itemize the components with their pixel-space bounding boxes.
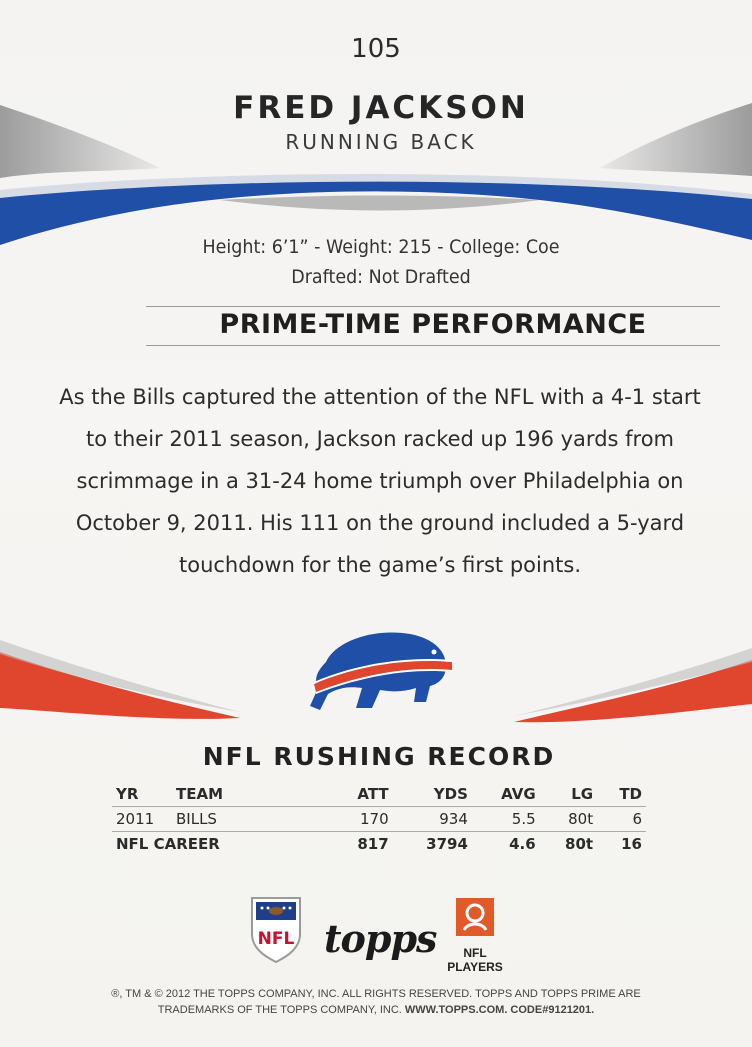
nfl-players-text: NFL PLAYERS [447,946,503,974]
cell-yds: 3794 [426,835,468,853]
silver-wing-right [600,103,752,176]
card-number: 105 [351,34,401,64]
bio-measurements: Height: 6’1” - Weight: 215 - College: Co… [202,236,560,258]
header-td: TD [597,782,646,807]
highlight-line: As the Bills captured the attention of t… [59,385,701,409]
nfl-players-logo: NFL PLAYERS [436,896,516,974]
header-att: ATT [330,782,393,807]
silver-band-center [220,195,540,211]
cell-att: 170 [330,806,393,832]
divider [146,306,720,307]
cell-td: 16 [621,835,642,853]
highlight-line: to their 2011 season, Jackson racked up … [85,427,675,451]
cell-lg: 80t [539,806,598,832]
highlight-line: scrimmage in a 31-24 home triumph over P… [76,469,684,493]
cell-yr: 2011 [112,806,172,832]
header-yr: YR [112,782,172,807]
legal-line-1: ®, TM & © 2012 THE TOPPS COMPANY, INC. A… [111,988,641,1000]
buffalo-logo-icon [306,622,454,716]
header-lg: LG [539,782,598,807]
header-team: TEAM [172,782,330,807]
nfl-shield-icon: NFL [248,894,304,968]
table-row: 2011 BILLS 170 934 5.5 80t 6 [112,806,646,832]
divider [146,345,720,346]
silver-wing-left [0,105,160,178]
highlight-line: touchdown for the game’s first points. [178,553,582,577]
stats-table: YR TEAM ATT YDS AVG LG TD 2011 BILLS 170… [112,782,646,856]
cell-att: 817 [357,835,389,853]
legal-trademark: TRADEMARKS OF THE TOPPS COMPANY, INC. [157,1004,402,1016]
blue-swoosh [0,176,752,245]
cell-avg: 4.6 [509,835,536,853]
highlight-line: October 9, 2011. His 111 on the ground i… [75,511,685,535]
topps-logo: topps [324,916,437,961]
nfl-shield-text: NFL [258,929,295,949]
blue-swoosh-highlight [0,174,752,199]
cell-team: BILLS [172,806,330,832]
red-wing-left [0,652,240,719]
table-row-career: NFL CAREER 817 3794 4.6 80t 16 [112,832,646,857]
cell-lg: 80t [565,835,594,853]
red-wing-right [514,660,752,723]
highlight-title: PRIME-TIME PERFORMANCE [219,309,647,340]
stats-title: NFL RUSHING RECORD [202,742,556,771]
highlight-text: As the Bills captured the attention of t… [40,376,720,586]
nfl-players-icon [456,898,494,936]
legal-website-code: WWW.TOPPS.COM. CODE#9121201. [404,1004,595,1016]
header-yds: YDS [392,782,472,807]
header-avg: AVG [471,782,540,807]
cell-avg: 5.5 [471,806,540,832]
player-position: RUNNING BACK [285,130,477,154]
bio-draft: Drafted: Not Drafted [291,266,471,288]
legal-text: ®, TM & © 2012 THE TOPPS COMPANY, INC. A… [0,986,752,1018]
stats-header-row: YR TEAM ATT YDS AVG LG TD [112,782,646,807]
cell-career-label: NFL CAREER [116,835,220,853]
cell-yds: 934 [392,806,472,832]
player-name: FRED JACKSON [233,90,529,126]
sponsor-logos: NFL topps NFL PLAYERS [0,890,752,974]
legal-line-2: TRADEMARKS OF THE TOPPS COMPANY, INC. WW… [0,1002,752,1018]
cell-td: 6 [597,806,646,832]
